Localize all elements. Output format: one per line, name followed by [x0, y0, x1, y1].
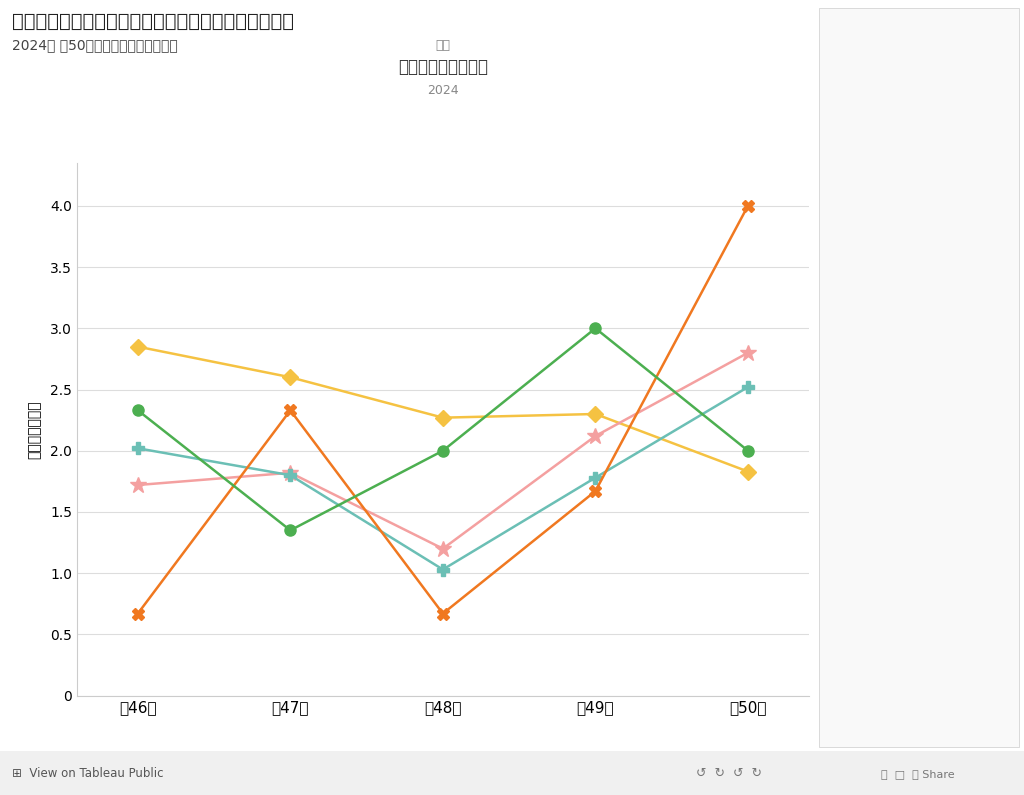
- FancyBboxPatch shape: [827, 650, 867, 669]
- Text: 西部: 西部: [876, 651, 890, 665]
- Text: ▼: ▼: [995, 444, 1002, 454]
- Text: ⬛  □  ⌗ Share: ⬛ □ ⌗ Share: [881, 769, 954, 778]
- FancyBboxPatch shape: [827, 311, 1011, 354]
- Text: 感染症名: 感染症名: [829, 411, 857, 424]
- FancyBboxPatch shape: [827, 427, 1011, 470]
- Text: 2024: 2024: [427, 84, 459, 97]
- Text: 全国: 全国: [959, 501, 974, 514]
- Text: 基幹: 基幹: [435, 39, 451, 52]
- FancyBboxPatch shape: [827, 498, 867, 518]
- Text: 東部: 東部: [876, 576, 890, 589]
- Text: ◁: ◁: [985, 364, 992, 374]
- Text: 2024年 第46週: 2024年 第46週: [836, 213, 901, 223]
- Y-axis label: 定点当り患者数: 定点当り患者数: [28, 400, 42, 459]
- Text: 東部: 東部: [959, 576, 974, 589]
- Text: ⊞  View on Tableau Public: ⊞ View on Tableau Public: [12, 767, 164, 780]
- FancyBboxPatch shape: [827, 611, 867, 631]
- FancyBboxPatch shape: [827, 196, 1011, 239]
- Text: 全県: 全県: [876, 538, 890, 551]
- Text: マイコプラズマ肺炎: マイコプラズマ肺炎: [836, 444, 892, 454]
- Text: 中部: 中部: [876, 614, 890, 626]
- Text: 2024年 第50週までのデータに基づく: 2024年 第50週までのデータに基づく: [12, 38, 178, 52]
- Text: 全県: 全県: [959, 538, 974, 551]
- Text: ◁: ◁: [985, 249, 992, 259]
- FancyBboxPatch shape: [827, 537, 867, 556]
- Text: 終了週選択: 終了週選択: [829, 285, 864, 298]
- Text: 開始週選択: 開始週選択: [829, 171, 864, 184]
- Text: 定点把握の対象となる５類感染症（週報対象のもの）: 定点把握の対象となる５類感染症（週報対象のもの）: [12, 12, 294, 31]
- Text: マイコプラズマ肺炎: マイコプラズマ肺炎: [398, 57, 487, 76]
- Text: ↺  ↻  ↺  ↻: ↺ ↻ ↺ ↻: [696, 767, 762, 780]
- Text: 西部: 西部: [959, 651, 974, 665]
- Text: ▷: ▷: [1000, 364, 1009, 374]
- Text: 全国: 全国: [876, 501, 890, 514]
- Text: ▷: ▷: [1000, 249, 1009, 259]
- Text: 2024年 第50週: 2024年 第50週: [836, 328, 901, 338]
- Text: ※表示したい年週の期間を
以下のスライダーで選択
できます（初期表示は直
近5週間です）: ※表示したい年週の期間を 以下のスライダーで選択 できます（初期表示は直 近5週…: [829, 19, 906, 68]
- FancyBboxPatch shape: [827, 574, 867, 594]
- Text: 中部: 中部: [959, 614, 974, 626]
